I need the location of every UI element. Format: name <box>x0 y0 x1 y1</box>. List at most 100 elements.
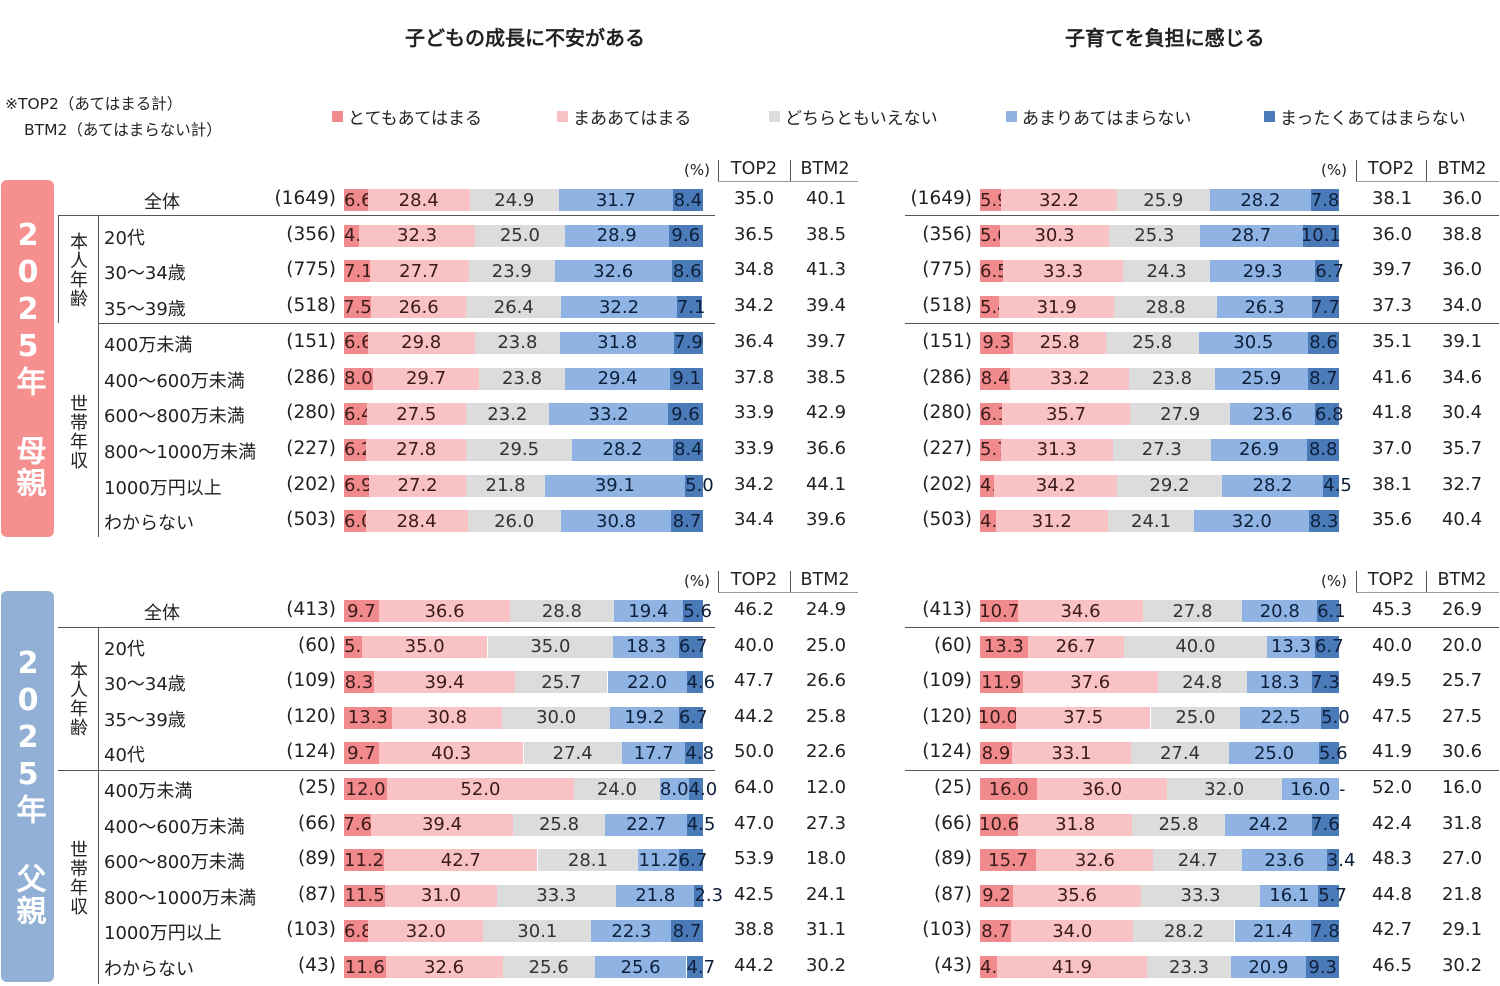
top2-value: 35.0 <box>733 188 775 209</box>
bar-segment: 36.6 <box>378 600 511 622</box>
bar-segment: 9.7 <box>344 742 379 765</box>
bar-segment: 9.6 <box>668 224 703 247</box>
divider <box>718 181 858 182</box>
bar-segment: 27.4 <box>1130 742 1230 765</box>
row-label: 400〜600万未満 <box>104 816 245 838</box>
bar-segment: 21.4 <box>1234 920 1312 943</box>
sample-size: (503) <box>286 509 336 531</box>
top2-header: TOP2 <box>1367 159 1415 179</box>
row-label: 35〜39歳 <box>104 709 186 731</box>
bar-segment: 6.8 <box>1314 403 1344 426</box>
bar-segment: 4.5 <box>1323 474 1352 497</box>
row-label: わからない <box>104 959 194 980</box>
bar-segment: 39.1 <box>544 474 686 497</box>
btm2-value: 26.9 <box>1441 599 1483 620</box>
top2-value: 37.3 <box>1371 295 1413 317</box>
btm2-value: 34.0 <box>1441 295 1483 317</box>
top2-value: 34.4 <box>733 509 775 531</box>
top2-value: 34.2 <box>733 295 775 317</box>
bar-segment: 9.7 <box>344 600 379 622</box>
top2-value: 44.8 <box>1371 883 1413 905</box>
btm2-value: 27.5 <box>1441 705 1483 727</box>
row-label: 600〜800万未満 <box>104 406 245 428</box>
sample-size: (124) <box>922 741 972 763</box>
bar-segment: 7.8 <box>1311 920 1340 943</box>
bar-segment: 23.3 <box>1147 956 1231 978</box>
note-btm2: BTM2（あてはまらない計） <box>24 121 222 139</box>
bar-segment: 7.6 <box>343 813 372 836</box>
btm2-value: 20.0 <box>1441 634 1483 656</box>
bar-segment: 22.0 <box>607 671 687 694</box>
bar-segment: 33.2 <box>1010 367 1130 390</box>
bar-segment: 9.6 <box>668 403 703 426</box>
sample-size: (43) <box>934 955 972 976</box>
bar-segment: 27.5 <box>367 403 466 426</box>
legend-label: とてもあてはまる <box>348 109 482 129</box>
top2-value: 38.8 <box>733 919 775 941</box>
btm2-value: 22.6 <box>805 741 847 763</box>
bar-segment: 21.8 <box>466 474 545 497</box>
top2-value: 46.5 <box>1371 955 1413 976</box>
bar-segment: 34.0 <box>1011 920 1134 943</box>
divider <box>1356 571 1357 593</box>
top2-value: 41.6 <box>1371 366 1413 388</box>
sample-size: (356) <box>286 223 336 245</box>
sample-size: (227) <box>286 437 336 459</box>
legend-item: まああてはまる <box>557 104 691 129</box>
bar-segment: 30.5 <box>1198 331 1309 354</box>
sample-size: (356) <box>922 223 972 245</box>
bar-segment: 6.1 <box>1317 600 1346 622</box>
bar-segment: 39.4 <box>371 813 513 836</box>
row-label: 400〜600万未満 <box>104 370 245 392</box>
bar-segment: 30.0 <box>502 706 610 729</box>
bar-segment: 26.9 <box>1210 438 1308 461</box>
bar-segment: 24.9 <box>469 189 559 211</box>
legend-swatch <box>1264 111 1275 122</box>
bar-segment: 27.7 <box>369 260 469 283</box>
sample-size: (1649) <box>910 188 972 209</box>
bar-segment: 32.2 <box>561 296 677 319</box>
bar-segment: 8.3 <box>344 671 374 694</box>
sample-size: (1649) <box>274 188 336 209</box>
bar-segment: 32.2 <box>1001 189 1117 211</box>
bar-segment: 25.6 <box>502 956 595 978</box>
percent-unit: (%) <box>1321 161 1347 179</box>
top2-value: 42.4 <box>1371 812 1413 834</box>
bar-segment: 22.7 <box>605 813 687 836</box>
row-label: 800〜1000万未満 <box>104 887 257 909</box>
btm2-value: 38.8 <box>1441 223 1483 245</box>
bar-segment: 28.8 <box>1113 296 1218 319</box>
bar-segment: 25.0 <box>1150 706 1241 729</box>
bar-segment: 29.3 <box>1210 260 1316 283</box>
bar-segment: 23.8 <box>474 331 561 354</box>
btm2-value: 42.9 <box>805 402 847 424</box>
top2-value: 38.1 <box>1371 188 1413 209</box>
bar-segment: 8.8 <box>1307 438 1339 461</box>
bar-segment: 23.2 <box>465 403 549 426</box>
group-label-income: 世帯年収 <box>67 394 88 470</box>
btm2-value: 32.7 <box>1441 473 1483 495</box>
bar-segment: 30.8 <box>391 706 503 729</box>
sample-size: (109) <box>922 670 972 692</box>
bar-segment: 4.7 <box>980 956 1009 978</box>
bar-segment: 21.8 <box>616 884 695 907</box>
btm2-value: 39.6 <box>805 509 847 531</box>
bar-segment: 18.3 <box>613 635 679 658</box>
bar-segment: 41.9 <box>996 956 1148 978</box>
bar-segment: 6.6 <box>344 189 373 211</box>
bar-segment: 30.8 <box>560 510 672 533</box>
bar-segment: 6.2 <box>344 438 373 461</box>
sample-size: (286) <box>922 366 972 388</box>
bar-segment: 31.8 <box>560 331 675 354</box>
sample-size: (124) <box>286 741 336 763</box>
bar-segment: 9.2 <box>980 884 1013 907</box>
row-label: 600〜800万未満 <box>104 852 245 874</box>
bar-segment: 13.3 <box>1267 635 1315 658</box>
top2-value: 35.6 <box>1371 509 1413 531</box>
legend-item: まったくあてはまらない <box>1264 104 1466 129</box>
top2-value: 47.5 <box>1371 705 1413 727</box>
bar-segment: 31.7 <box>559 189 673 211</box>
btm2-value: 25.0 <box>805 634 847 656</box>
sample-size: (775) <box>922 259 972 281</box>
bar-segment: 25.8 <box>1106 331 1199 354</box>
